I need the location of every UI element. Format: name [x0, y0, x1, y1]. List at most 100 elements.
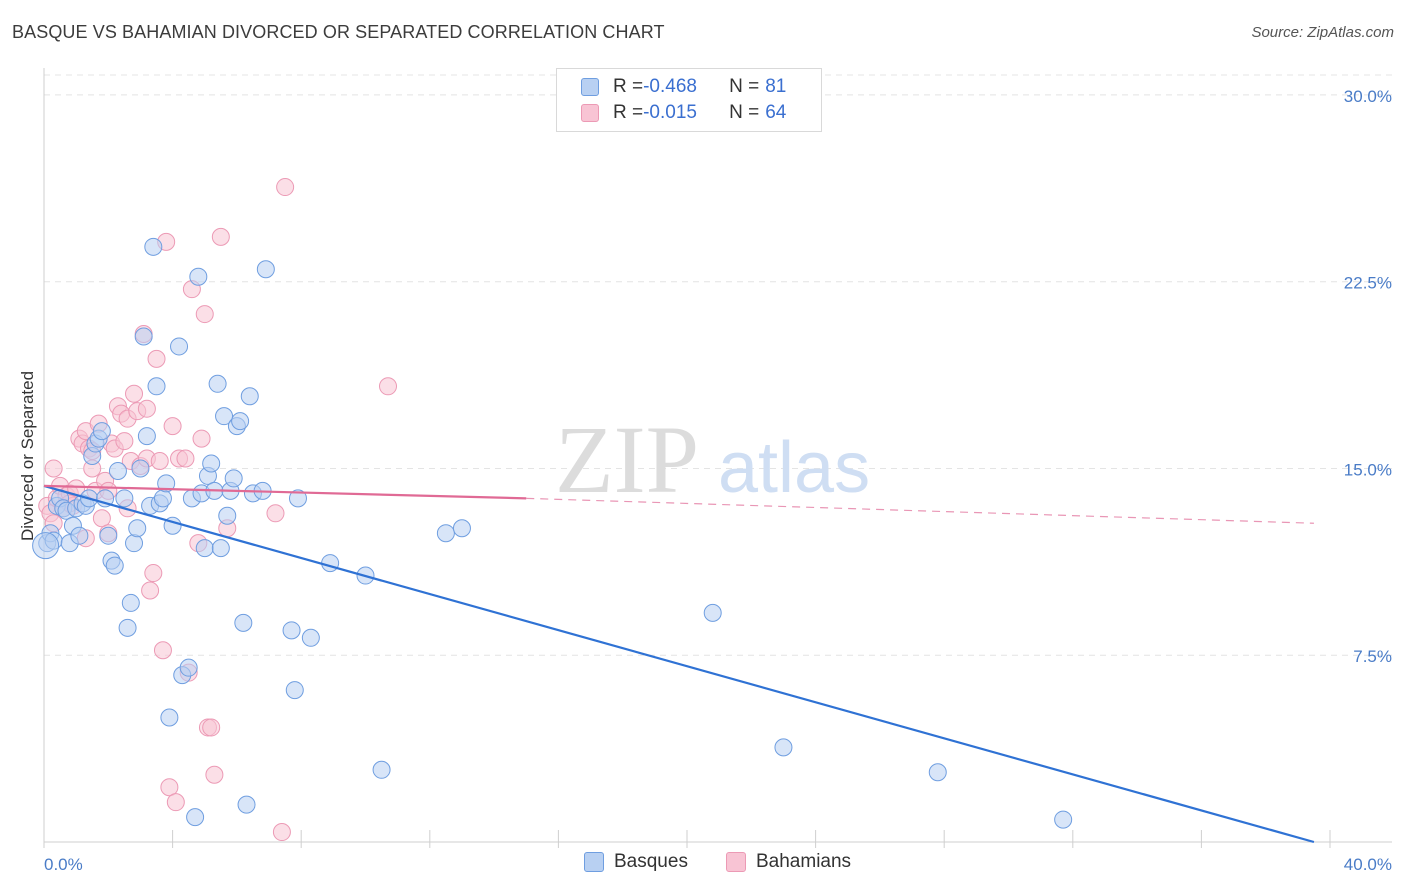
bahamian-point [125, 384, 144, 403]
basques-swatch [581, 78, 599, 96]
basque-point [160, 708, 179, 727]
basque-point [105, 556, 124, 575]
axis-labels: 7.5% 15.0% 22.5% 30.0% 0.0% 40.0% Divorced or … [18, 87, 1392, 874]
bahamian-trend-extension [526, 497, 1314, 524]
trend-lines [43, 484, 1315, 844]
basque-point [208, 374, 227, 393]
watermark: ZIP atlas [555, 406, 870, 513]
bahamian-point [211, 227, 230, 246]
source-label: Source: ZipAtlas.com [1251, 24, 1394, 41]
stats-legend: R = -0.468 N = 81 R = -0.015 N = 64 [556, 68, 822, 132]
n-label: N = [729, 76, 760, 97]
bahamians-swatch [581, 104, 599, 122]
bahamian-point [205, 765, 224, 784]
basque-point [301, 628, 320, 647]
basque-point [137, 427, 156, 446]
bahamian-point [92, 509, 111, 528]
basque-point [115, 489, 134, 508]
bahamian-point [166, 793, 185, 812]
bahamian-point [147, 349, 166, 368]
basque-point [231, 412, 250, 431]
basque-point [186, 808, 205, 827]
basque-point [774, 738, 793, 757]
bahamian-point [144, 564, 163, 583]
bahamian-point [150, 451, 169, 470]
basque-point [108, 461, 127, 480]
basque-point [170, 337, 189, 356]
basque-point [179, 658, 198, 677]
chart-title: BASQUE VS BAHAMIAN DIVORCED OR SEPARATED… [12, 22, 665, 42]
bahamian-point [195, 305, 214, 324]
stats-row-bahamians: R = -0.015 N = 64 [581, 100, 786, 126]
basque-point [211, 539, 230, 558]
bahamian-point [115, 432, 134, 451]
bahamian-point [276, 178, 295, 197]
basque-point [215, 407, 234, 426]
legend-label: Basques [614, 851, 688, 872]
legend-label: Bahamians [756, 851, 852, 872]
bahamian-point [141, 581, 160, 600]
bahamian-point [272, 823, 291, 842]
basques-legend-swatch [584, 852, 604, 872]
basque-point [128, 519, 147, 538]
y-tick-label: 7.5% [1353, 647, 1392, 666]
bahamian-point [176, 449, 195, 468]
basque-point [321, 554, 340, 573]
y-tick-label: 30.0% [1344, 87, 1392, 106]
basque-point [202, 454, 221, 473]
bahamian-point [153, 641, 172, 660]
basque-point [285, 681, 304, 700]
basque-point [125, 534, 144, 553]
basque-point [928, 763, 947, 782]
x-tick-label: 0.0% [44, 855, 83, 874]
basque-point [372, 760, 391, 779]
basque-point [131, 459, 150, 478]
y-tick-label: 15.0% [1344, 460, 1392, 479]
basque-point [195, 539, 214, 558]
legend-item-basques[interactable]: Basques [584, 851, 688, 873]
r-value: -0.468 [643, 76, 697, 97]
basque-point [99, 526, 118, 545]
basque-point [144, 237, 163, 256]
r-label: R = [613, 76, 644, 97]
basque-point [70, 526, 89, 545]
basque-point [1054, 810, 1073, 829]
stats-row-basques: R = -0.468 N = 81 [581, 74, 786, 100]
y-axis-label: Divorced or Separated [18, 371, 37, 541]
bahamian-point [160, 778, 179, 797]
basque-trend-line [43, 484, 1315, 844]
bahamian-point [44, 459, 63, 478]
basque-point [147, 377, 166, 396]
basque-point [288, 489, 307, 508]
basque-point [703, 603, 722, 622]
grid-lines [44, 74, 1392, 656]
r-value: -0.015 [643, 102, 697, 123]
x-tick-label: 40.0% [1344, 855, 1392, 874]
bahamian-point [192, 429, 211, 448]
bahamian-point [379, 377, 398, 396]
basque-point [282, 621, 301, 640]
bahamian-point [137, 399, 156, 418]
n-value: 64 [765, 102, 787, 123]
bahamian-point [202, 718, 221, 737]
basque-point-large [32, 532, 60, 560]
basque-point [237, 795, 256, 814]
basque-points [32, 237, 1073, 829]
basque-point [121, 593, 140, 612]
basque-point [92, 422, 111, 441]
bahamian-trend-line [43, 484, 527, 500]
n-label: N = [729, 102, 760, 123]
basque-point [256, 260, 275, 279]
basque-point [189, 267, 208, 286]
basque-point [218, 506, 237, 525]
basque-point [157, 474, 176, 493]
basque-point [118, 618, 137, 637]
basque-point [234, 613, 253, 632]
legend-item-bahamians[interactable]: Bahamians [726, 851, 851, 873]
bahamian-point [163, 417, 182, 436]
basque-point [240, 387, 259, 406]
basque-point [134, 327, 153, 346]
bahamians-legend-swatch [726, 852, 746, 872]
series-legend: Basques Bahamians [0, 851, 1406, 877]
